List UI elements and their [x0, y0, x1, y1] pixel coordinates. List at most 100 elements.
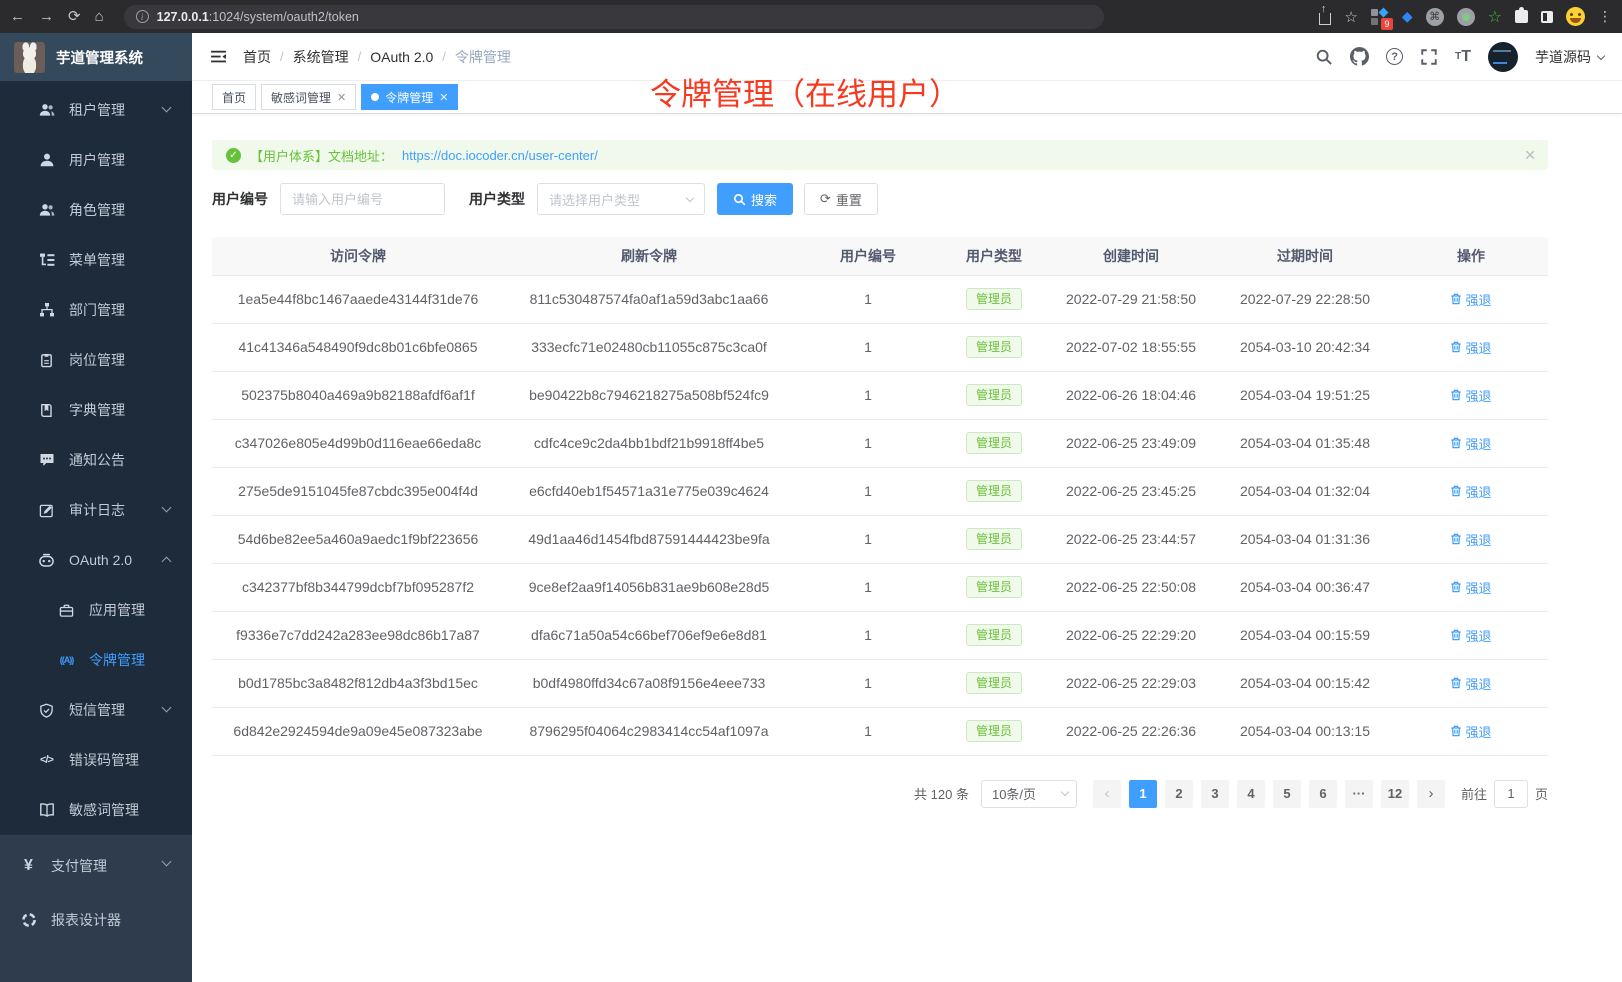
sidebar-item-oauth2[interactable]: OAuth 2.0	[0, 535, 192, 585]
briefcase-icon	[58, 602, 75, 619]
user-type-badge: 管理员	[965, 671, 1022, 695]
sidebar-item-label: 敏感词管理	[69, 802, 139, 818]
app-logo[interactable]: 芋道管理系统	[0, 33, 192, 81]
goto-page-input[interactable]	[1493, 779, 1528, 808]
browser-home-icon[interactable]: ⌂	[94, 8, 104, 25]
browser-refresh-icon[interactable]: ⟳	[68, 8, 81, 25]
user-type-select[interactable]: 请选择用户类型	[537, 183, 705, 215]
force-logout-button[interactable]: 强退	[1450, 386, 1492, 405]
force-logout-button[interactable]: 强退	[1450, 722, 1492, 741]
avatar[interactable]	[1488, 41, 1518, 72]
force-logout-button[interactable]: 强退	[1450, 482, 1492, 501]
force-logout-button[interactable]: 强退	[1450, 626, 1492, 645]
page-size-select[interactable]: 10条/页	[980, 779, 1077, 808]
access-token-cell: 275e5de9151045fe87cbdc395e004f4d	[212, 467, 504, 516]
sidepanel-icon[interactable]	[1541, 10, 1553, 23]
close-icon[interactable]: ✕	[439, 91, 449, 104]
more-pages-button[interactable]: ···	[1344, 779, 1373, 808]
sidebar-item-menu[interactable]: 菜单管理	[0, 235, 192, 285]
sidebar-item-errcode[interactable]: </> 错误码管理	[0, 735, 192, 785]
reset-button[interactable]: ⟳ 重置	[804, 183, 878, 215]
sidebar-item-tenant[interactable]: 租户管理	[0, 85, 192, 135]
force-logout-button[interactable]: 强退	[1450, 530, 1492, 549]
chevron-down-icon	[1596, 51, 1606, 60]
collapse-sidebar-icon[interactable]	[210, 48, 227, 65]
sidebar-item-notice[interactable]: 通知公告	[0, 435, 192, 485]
page-button-6[interactable]: 6	[1308, 779, 1337, 808]
page-button-12[interactable]: 12	[1380, 779, 1409, 808]
browser-forward-icon[interactable]: →	[39, 8, 54, 25]
page-button-2[interactable]: 2	[1164, 779, 1193, 808]
site-info-icon[interactable]: i	[135, 10, 149, 23]
tab-token-manage[interactable]: 令牌管理 ✕	[361, 84, 459, 110]
puzzle-extensions-icon[interactable]	[1515, 7, 1528, 23]
sidebar-item-token-manage[interactable]: ((A)) 令牌管理	[0, 635, 192, 685]
force-logout-button[interactable]: 强退	[1450, 674, 1492, 693]
command-extension-icon[interactable]: ⌘	[1425, 7, 1444, 26]
sidebar-item-report-designer[interactable]: 报表设计器	[0, 893, 192, 947]
close-icon[interactable]: ✕	[337, 91, 347, 104]
sidebar-item-post[interactable]: 岗位管理	[0, 335, 192, 385]
table-row: 6d842e2924594de9a09e45e087323abe 8796295…	[212, 707, 1548, 756]
page-button-3[interactable]: 3	[1200, 779, 1229, 808]
sidebar-item-dict[interactable]: 字典管理	[0, 385, 192, 435]
force-logout-button[interactable]: 强退	[1450, 578, 1492, 597]
close-icon[interactable]: ✕	[1524, 146, 1536, 163]
green-star-extension-icon[interactable]: ☆	[1487, 8, 1502, 26]
bookmark-star-icon[interactable]: ☆	[1344, 8, 1358, 26]
sidebar-item-label: 错误码管理	[69, 752, 139, 768]
sidebar-menu-lower: ¥ 支付管理 报表设计器	[0, 835, 192, 982]
app-title: 芋道管理系统	[56, 50, 143, 67]
breadcrumb-oauth2[interactable]: OAuth 2.0	[370, 48, 434, 65]
tab-home[interactable]: 首页	[212, 84, 257, 110]
help-icon[interactable]: ?	[1386, 48, 1404, 65]
share-icon[interactable]	[1319, 3, 1332, 25]
browser-menu-icon[interactable]: ⋮	[1598, 8, 1612, 24]
extension-blocks-icon[interactable]: 9	[1370, 7, 1393, 30]
next-page-button[interactable]: ›	[1416, 779, 1445, 808]
doc-link[interactable]: https://doc.iocoder.cn/user-center/	[402, 147, 598, 163]
profile-emoji-icon[interactable]	[1566, 7, 1585, 26]
sidebar-item-app-manage[interactable]: 应用管理	[0, 585, 192, 635]
gem-extension-icon[interactable]: ◆	[1401, 8, 1413, 24]
sidebar-item-sensitive-words[interactable]: 敏感词管理	[0, 785, 192, 835]
chevron-down-icon	[161, 702, 172, 713]
fullscreen-icon[interactable]	[1420, 48, 1438, 66]
refresh-token-cell: e6cfd40eb1f54571a31e775e039c4624	[504, 467, 794, 516]
sidebar-item-label: 支付管理	[51, 858, 107, 874]
sidebar-item-dept[interactable]: 部门管理	[0, 285, 192, 335]
force-logout-button[interactable]: 强退	[1450, 290, 1492, 309]
search-button[interactable]: 搜索	[717, 183, 794, 215]
page-button-4[interactable]: 4	[1236, 779, 1265, 808]
sidebar-item-label: OAuth 2.0	[69, 552, 133, 568]
sidebar-item-pay[interactable]: ¥ 支付管理	[0, 839, 192, 893]
user-id-cell: 1	[794, 515, 942, 564]
page-button-1[interactable]: 1	[1128, 779, 1157, 808]
user-type-label: 用户类型	[469, 191, 525, 207]
user-menu[interactable]: 芋道源码	[1535, 47, 1606, 67]
refresh-token-cell: 333ecfc71e02480cb11055c875c3ca0f	[504, 323, 794, 372]
table-row: 41c41346a548490f9dc8b01c6bfe0865 333ecfc…	[212, 323, 1548, 372]
page-size-value: 10条/页	[991, 787, 1037, 802]
record-extension-icon[interactable]	[1456, 7, 1475, 26]
github-icon[interactable]	[1350, 47, 1370, 66]
refresh-token-cell: cdfc4ce9c2da4bb1bdf21b9918ff4be5	[504, 419, 794, 468]
browser-back-icon[interactable]: ←	[10, 8, 25, 25]
breadcrumb-home[interactable]: 首页	[243, 48, 271, 65]
breadcrumb-system[interactable]: 系统管理	[292, 48, 349, 65]
search-icon[interactable]	[1315, 48, 1333, 66]
force-logout-button[interactable]: 强退	[1450, 338, 1492, 357]
sidebar-item-sms[interactable]: 短信管理	[0, 685, 192, 735]
page-button-5[interactable]: 5	[1272, 779, 1301, 808]
tab-sensitive-words[interactable]: 敏感词管理 ✕	[261, 84, 357, 110]
sidebar-item-audit-log[interactable]: 审计日志	[0, 485, 192, 535]
sidebar-item-role[interactable]: 角色管理	[0, 185, 192, 235]
user-type-badge: 管理员	[965, 719, 1022, 743]
address-bar[interactable]: i 127.0.0.1:1024/system/oauth2/token	[123, 4, 1104, 29]
sidebar-item-user[interactable]: 用户管理	[0, 135, 192, 185]
sidebar-item-label: 角色管理	[69, 202, 125, 218]
user-id-input[interactable]	[280, 183, 445, 215]
force-logout-button[interactable]: 强退	[1450, 434, 1492, 453]
prev-page-button[interactable]: ‹	[1092, 779, 1121, 808]
